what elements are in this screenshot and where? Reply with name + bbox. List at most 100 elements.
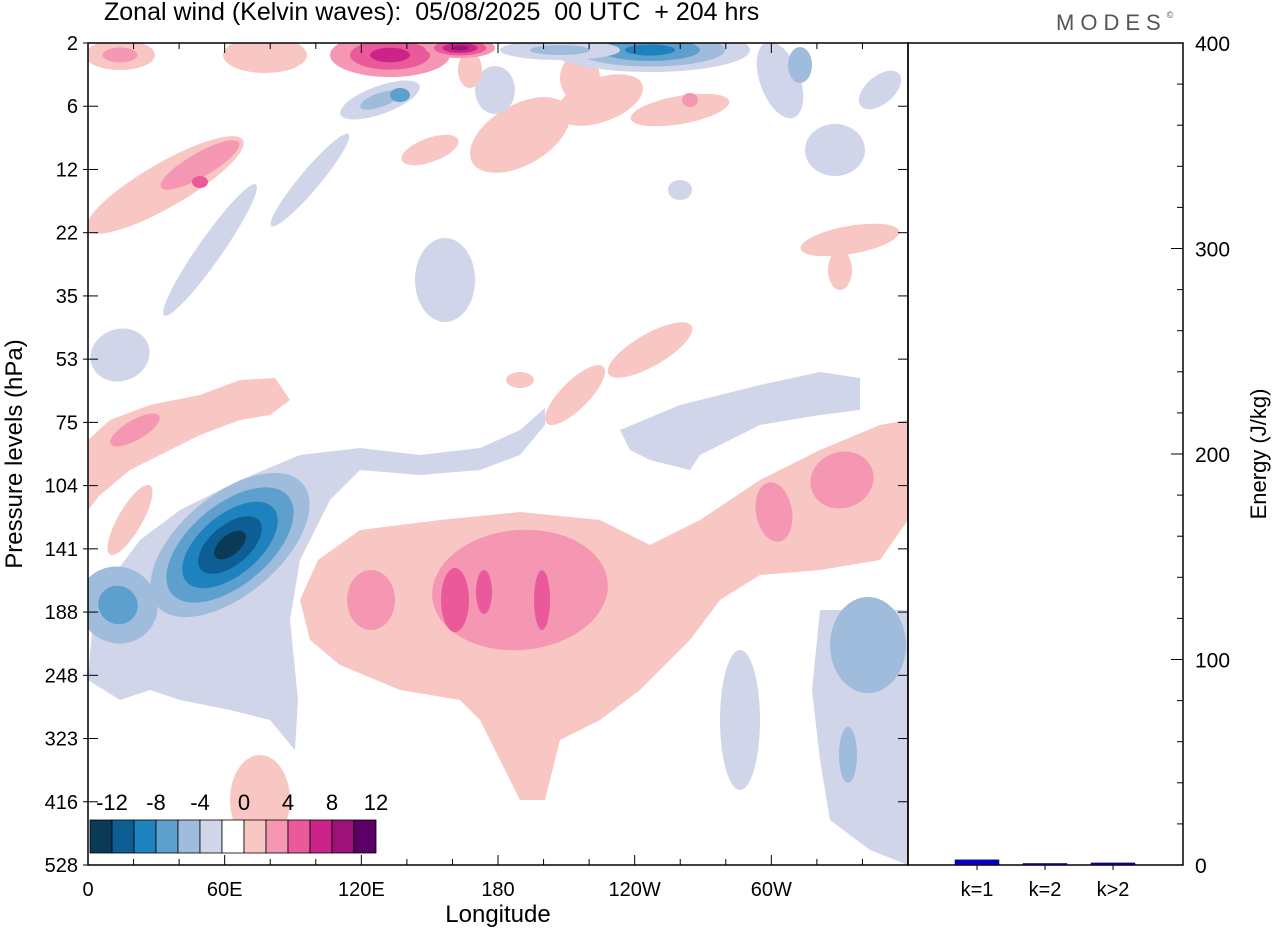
energy-category-label: k>2 — [1097, 879, 1130, 901]
contour-field — [88, 43, 908, 865]
colorbar: -12 -8 -4 0 4 8 12 — [89, 790, 388, 854]
colorbar-label: 12 — [364, 790, 388, 815]
colorbar-swatch — [221, 819, 245, 854]
negative-contour — [839, 727, 857, 783]
positive-contour — [107, 484, 153, 556]
negative-contour — [214, 530, 246, 560]
y-tick-label: 528 — [45, 855, 78, 877]
positive-contour — [682, 93, 698, 107]
negative-contour — [270, 133, 350, 227]
positive-contour — [110, 413, 160, 447]
positive-contour — [223, 43, 307, 73]
negative-contour — [858, 70, 902, 110]
positive-contour — [192, 176, 208, 188]
y-tick-label: 141 — [45, 539, 78, 561]
positive-contour — [451, 45, 469, 51]
colorbar-label: -8 — [146, 790, 166, 815]
negative-contour — [668, 180, 692, 200]
negative-contour — [90, 328, 150, 382]
x-tick-label: 120E — [338, 879, 385, 901]
brand-logo: MODES© — [1056, 10, 1173, 36]
energy-category-label: k=2 — [1029, 879, 1062, 901]
negative-contour — [530, 45, 590, 55]
y-tick-label: 323 — [45, 729, 78, 751]
positive-contour — [800, 223, 900, 257]
positive-contour — [432, 529, 608, 651]
colorbar-swatch — [243, 819, 267, 854]
colorbar-swatch — [177, 819, 201, 854]
y-tick-label: 188 — [45, 602, 78, 624]
y-tick-label: 104 — [45, 476, 78, 498]
positive-contour — [300, 420, 908, 800]
positive-contour — [441, 568, 469, 632]
colorbar-swatch — [287, 819, 311, 854]
energy-panel-frame — [907, 42, 1184, 866]
x-tick-label: 180 — [481, 879, 514, 901]
positive-contour — [160, 140, 240, 190]
y-axis: 2 6 12 22 35 53 75 104 141 188 248 323 416 528 — [45, 33, 908, 877]
energy-axis-label: Energy (J/kg) — [1246, 389, 1271, 520]
colorbar-label: -4 — [190, 790, 210, 815]
negative-contour — [390, 88, 410, 102]
positive-contour — [476, 570, 492, 614]
positive-contour — [545, 365, 605, 425]
energy-tick-label: 0 — [1195, 855, 1207, 878]
colorbar-swatch — [265, 819, 289, 854]
y-tick-label: 248 — [45, 665, 78, 687]
colorbar-swatch — [111, 819, 135, 854]
energy-tick-label: 300 — [1195, 239, 1230, 262]
colorbar-label: 0 — [238, 790, 250, 815]
positive-contour — [534, 570, 550, 630]
negative-contour — [360, 90, 400, 110]
positive-contour — [630, 93, 730, 127]
positive-contour — [88, 378, 290, 510]
colorbar-swatch — [199, 819, 223, 854]
positive-contour — [370, 47, 410, 63]
positive-contour — [506, 372, 534, 388]
energy-bar — [1022, 863, 1068, 866]
positive-contour — [458, 52, 482, 88]
colorbar-swatch — [133, 819, 157, 854]
y-tick-label: 53 — [56, 349, 78, 371]
y-tick-label: 35 — [56, 286, 78, 308]
y-tick-label: 416 — [45, 792, 78, 814]
y-tick-label: 2 — [67, 33, 78, 55]
x-axis-label: Longitude — [445, 901, 550, 928]
negative-contour — [163, 184, 257, 316]
energy-bar — [1090, 862, 1136, 866]
brand-name: MODES — [1056, 10, 1167, 35]
energy-bar-chart: 0 100 200 300 400 k=1 k=2 k>2 — [954, 33, 1230, 901]
colorbar-label: 4 — [282, 790, 294, 815]
negative-contour — [625, 44, 675, 56]
y-axis-label: Pressure levels (hPa) — [1, 339, 28, 568]
positive-contour — [828, 250, 852, 290]
energy-tick-label: 100 — [1195, 650, 1230, 673]
negative-contour — [805, 124, 865, 176]
positive-contour — [841, 457, 869, 493]
negative-contour — [88, 408, 545, 750]
positive-contour — [401, 134, 459, 166]
y-tick-label: 22 — [56, 223, 78, 245]
negative-contour — [720, 650, 760, 790]
colorbar-swatch — [89, 819, 113, 854]
x-tick-label: 60E — [207, 879, 243, 901]
positive-contour — [607, 322, 693, 378]
y-tick-label: 6 — [67, 96, 78, 118]
energy-tick-label: 200 — [1195, 444, 1230, 467]
y-tick-label: 12 — [56, 159, 78, 181]
negative-contour — [788, 47, 812, 83]
colorbar-label: -12 — [96, 790, 128, 815]
x-tick-label: 120W — [609, 879, 661, 901]
energy-bar — [954, 859, 1000, 866]
brand-mark: © — [1166, 10, 1174, 20]
colorbar-swatch — [155, 819, 179, 854]
colorbar-label: 8 — [326, 790, 338, 815]
energy-category-label: k=1 — [961, 879, 994, 901]
negative-contour — [98, 585, 138, 625]
colorbar-swatch — [331, 819, 355, 854]
positive-contour — [347, 570, 395, 630]
positive-contour — [470, 97, 570, 173]
negative-contour — [415, 238, 475, 322]
negative-contour — [620, 372, 860, 470]
